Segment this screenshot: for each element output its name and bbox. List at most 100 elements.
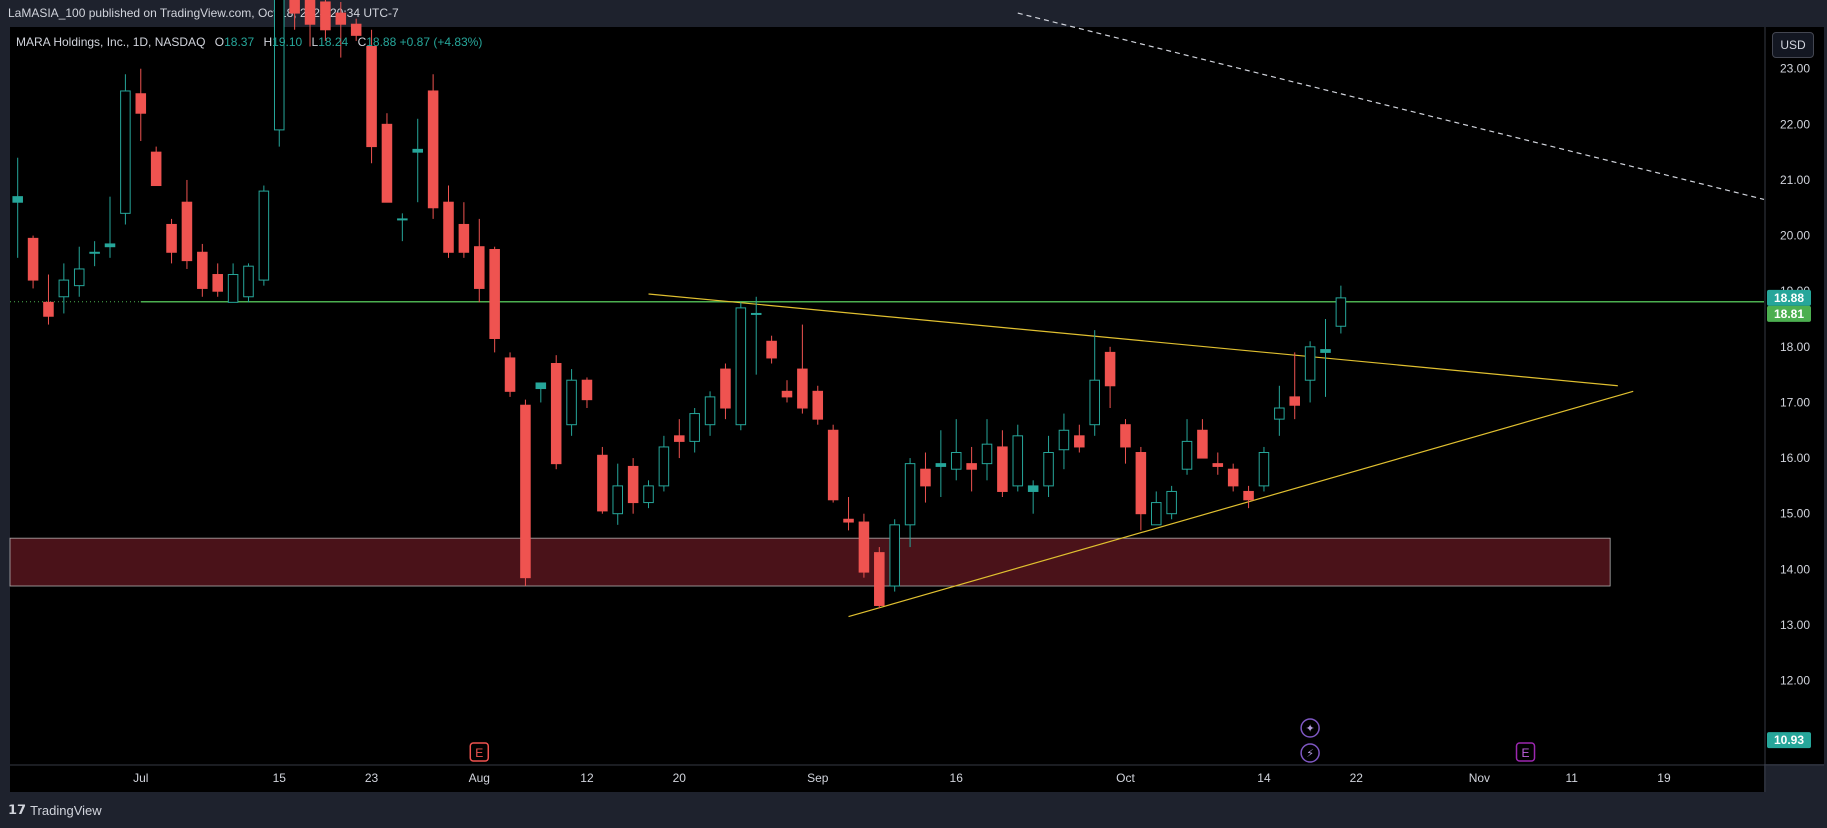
- candle-body: [627, 465, 639, 504]
- brand-name[interactable]: TradingView: [30, 802, 102, 818]
- candle: [104, 196, 116, 258]
- event-marker-ring: [1300, 718, 1320, 738]
- candle-body: [43, 301, 54, 317]
- candle: [258, 185, 270, 286]
- candle: [458, 202, 470, 258]
- currency-button[interactable]: USD: [1772, 32, 1814, 58]
- candle: [1304, 341, 1316, 403]
- tradingview-logo-icon[interactable]: 𝟭𝟳: [8, 802, 27, 817]
- x-tick-label: Oct: [1116, 771, 1135, 785]
- y-tick-label: 14.00: [1780, 562, 1810, 576]
- candle: [350, 18, 362, 41]
- candle-body: [1166, 490, 1177, 515]
- candle: [12, 157, 23, 258]
- candle: [704, 391, 716, 436]
- candle: [520, 399, 531, 587]
- candle-body: [920, 468, 931, 487]
- candle-body: [1150, 502, 1162, 526]
- candle: [381, 113, 393, 203]
- high-value: 19.10: [272, 35, 303, 49]
- candle: [1104, 346, 1116, 409]
- candle: [950, 419, 962, 481]
- candle-body: [981, 443, 993, 465]
- candle-body: [243, 265, 254, 298]
- candle: [674, 419, 685, 459]
- candle-body: [1227, 468, 1239, 487]
- candle-body: [1181, 440, 1193, 470]
- candle: [504, 352, 516, 397]
- open-label: O: [214, 35, 225, 49]
- candle-body: [150, 151, 162, 187]
- event-sparkle-icon[interactable]: ✦: [1300, 718, 1320, 738]
- candle: [181, 179, 193, 269]
- candle: [735, 302, 747, 431]
- candle: [397, 213, 408, 242]
- y-tick-label: 18.00: [1780, 340, 1810, 354]
- candle-body: [73, 268, 85, 287]
- candle-body: [720, 368, 731, 409]
- candle-body: [227, 274, 239, 303]
- candle-body: [997, 446, 1008, 492]
- candle: [243, 263, 254, 303]
- candle: [874, 547, 885, 609]
- candle: [920, 452, 931, 503]
- candle: [1335, 285, 1347, 334]
- candle: [1135, 446, 1147, 531]
- candle-body: [1289, 396, 1300, 406]
- candle-body: [258, 190, 270, 281]
- candle: [89, 241, 100, 267]
- x-tick-label: Jul: [133, 771, 148, 785]
- candle: [1243, 485, 1254, 509]
- candle-body: [335, 12, 347, 25]
- candle-body: [273, 0, 285, 131]
- candle: [304, 0, 316, 47]
- candle: [320, 0, 331, 41]
- dashed-trendline: [1017, 12, 1765, 201]
- candle: [289, 0, 300, 30]
- candle-body: [443, 201, 454, 253]
- candle: [812, 385, 824, 425]
- candle-body: [1212, 463, 1224, 467]
- candle-body: [520, 404, 531, 579]
- candle: [1320, 319, 1331, 397]
- candle-body: [1304, 346, 1316, 381]
- candle-body: [566, 379, 577, 426]
- lower-trendline: [848, 390, 1634, 618]
- candle-body: [504, 357, 516, 392]
- earnings-marker-icon[interactable]: E: [1515, 742, 1536, 762]
- candle-body: [781, 390, 793, 398]
- x-tick-label: 19: [1657, 771, 1671, 785]
- candle: [935, 430, 947, 498]
- candle: [1258, 446, 1270, 492]
- event-lightning-icon[interactable]: ⚡: [1300, 743, 1320, 763]
- y-tick-label: 12.00: [1780, 674, 1810, 688]
- earnings-marker-frame: [469, 742, 490, 762]
- x-tick-label: 23: [365, 771, 379, 785]
- candle: [1212, 452, 1224, 475]
- candle: [427, 74, 439, 219]
- candle-body: [1089, 379, 1100, 426]
- candle-body: [135, 93, 147, 114]
- candle: [627, 458, 639, 514]
- candle: [658, 435, 670, 492]
- candle: [720, 363, 731, 420]
- candle-body: [643, 485, 654, 504]
- candle-body: [1335, 297, 1347, 327]
- candle-body: [1258, 452, 1270, 487]
- earnings-marker-icon[interactable]: E: [469, 742, 490, 762]
- price-label-box: [1767, 289, 1811, 306]
- x-tick-label: Sep: [807, 771, 829, 785]
- candle-body: [1197, 429, 1208, 459]
- price-label-text: 18.81: [1774, 307, 1804, 321]
- candle-body: [304, 0, 316, 25]
- candle-body: [766, 340, 777, 359]
- earnings-marker-frame: [1515, 742, 1536, 762]
- candle-body: [658, 446, 670, 487]
- earnings-marker-letter: E: [475, 746, 483, 760]
- candle: [1166, 485, 1177, 520]
- x-tick-label: Aug: [469, 771, 490, 785]
- y-tick-label: 15.00: [1780, 507, 1810, 521]
- candle: [489, 246, 500, 353]
- candle: [166, 218, 177, 264]
